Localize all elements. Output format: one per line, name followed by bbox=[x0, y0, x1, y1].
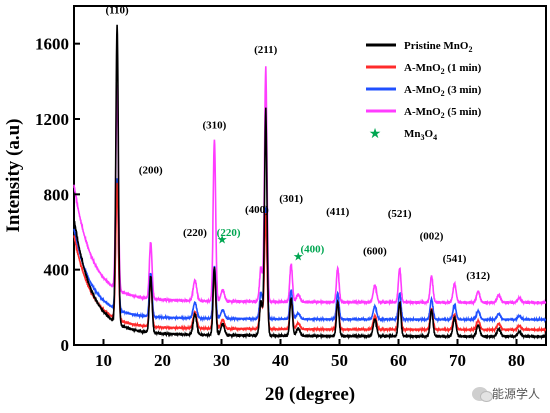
watermark-text: 能源学人 bbox=[491, 387, 540, 401]
peak-label-9: (411) bbox=[326, 206, 350, 218]
peak-label-4: (220) bbox=[217, 227, 241, 239]
x-tick-label-6: 70 bbox=[449, 351, 466, 370]
legend: Pristine MnO2 A-MnO2 (1 min) A-MnO2 (3 min… bbox=[366, 40, 482, 142]
y-tick-label-3: 1200 bbox=[35, 110, 69, 129]
wechat-icon bbox=[471, 386, 493, 402]
peak-label-3: (310) bbox=[203, 119, 227, 131]
legend-label-0: Pristine MnO2 bbox=[404, 40, 472, 54]
y-tick-label-4: 1600 bbox=[35, 35, 69, 54]
peak-label-14: (312) bbox=[466, 270, 490, 282]
legend-label-4: Mn3O4 bbox=[404, 128, 437, 142]
peak-label-12: (002) bbox=[420, 231, 444, 243]
x-tick-label-4: 50 bbox=[331, 351, 348, 370]
mn3o4-marker-0: ★ bbox=[217, 232, 228, 246]
x-tick-label-0: 10 bbox=[95, 351, 112, 370]
watermark: 能源学人 bbox=[471, 385, 540, 402]
peak-label-5: (400) bbox=[245, 204, 269, 216]
peak-label-11: (521) bbox=[388, 208, 412, 220]
peak-label-10: (600) bbox=[363, 246, 387, 258]
legend-star-icon: ★ bbox=[369, 127, 382, 142]
x-tick-label-1: 20 bbox=[154, 351, 171, 370]
x-tick-label-5: 60 bbox=[390, 351, 407, 370]
peak-label-1: (200) bbox=[139, 165, 163, 177]
y-axis-title: Intensity (a.u) bbox=[3, 118, 24, 232]
peak-label-7: (301) bbox=[279, 193, 303, 205]
x-tick-label-7: 80 bbox=[508, 351, 525, 370]
peak-label-8: (400) bbox=[300, 244, 324, 256]
x-axis-title: 2θ (degree) bbox=[265, 384, 355, 405]
y-tick-label-1: 400 bbox=[44, 261, 70, 280]
series-line-0 bbox=[73, 24, 547, 341]
peak-label-6: (211) bbox=[254, 44, 278, 56]
series-line-3 bbox=[73, 66, 547, 307]
y-tick-label-2: 800 bbox=[44, 185, 70, 204]
x-tick-label-2: 30 bbox=[213, 351, 230, 370]
x-tick-label-3: 40 bbox=[272, 351, 289, 370]
peak-label-2: (220) bbox=[183, 227, 207, 239]
plot-frame bbox=[73, 5, 547, 346]
series-group bbox=[73, 24, 547, 341]
series-line-1 bbox=[73, 182, 547, 334]
peak-label-0: (110) bbox=[105, 5, 129, 17]
peak-label-13: (541) bbox=[443, 253, 467, 265]
legend-label-1: A-MnO2 (1 min) bbox=[404, 62, 482, 76]
legend-label-2: A-MnO2 (3 min) bbox=[404, 84, 482, 98]
mn3o4-marker-1: ★ bbox=[293, 249, 304, 263]
y-tick-label-0: 0 bbox=[61, 336, 70, 355]
legend-label-3: A-MnO2 (5 min) bbox=[404, 106, 482, 120]
